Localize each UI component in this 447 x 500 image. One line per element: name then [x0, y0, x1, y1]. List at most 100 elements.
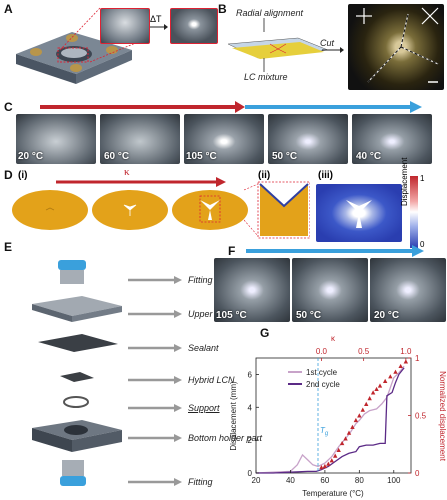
panel-label-a: A	[4, 2, 13, 16]
label-bottom-holder: Bottom holder part	[188, 433, 263, 443]
label-fitting-top: Fitting	[188, 275, 213, 285]
photo-c-1	[16, 114, 96, 164]
normalized-point	[398, 363, 403, 369]
label-sealant: Sealant	[188, 343, 219, 353]
x-tick-label: 20	[252, 476, 261, 485]
x-tick-label: 80	[355, 476, 364, 485]
label-fitting-bottom: Fitting	[188, 477, 213, 487]
y-tick-label: 2	[248, 436, 253, 445]
panel-label-e: E	[4, 240, 13, 254]
normalized-point	[346, 430, 352, 435]
temp-c-4: 50 °C	[272, 151, 298, 162]
normalized-point	[329, 458, 334, 463]
temp-f-1: 105 °C	[216, 310, 247, 321]
x-tick-label: 100	[387, 476, 401, 485]
photo-c-3	[184, 114, 264, 164]
inset-photo-deformed	[170, 8, 218, 44]
simulation-discs	[12, 190, 248, 230]
radial-alignment-label: Radial alignment	[236, 8, 304, 18]
arrow-right-icon	[150, 24, 168, 30]
photo-c-2	[100, 114, 180, 164]
exploded-assembly	[32, 260, 122, 486]
normalized-point	[353, 417, 359, 423]
normalized-point	[403, 359, 409, 364]
panel-label-d: D	[4, 168, 13, 182]
normalized-point	[393, 369, 398, 374]
zoom-lines	[60, 7, 139, 63]
temp-c-1: 20 °C	[18, 151, 44, 162]
y-tick-label: 0	[248, 469, 253, 478]
y2-tick-label: 0	[415, 469, 420, 478]
normalized-point	[364, 401, 369, 406]
y2-tick-label: 0.5	[415, 412, 427, 421]
panel-label-g: G	[260, 326, 270, 340]
normalized-point	[357, 413, 362, 418]
normalized-point	[388, 374, 393, 379]
temp-f-3: 20 °C	[374, 310, 400, 321]
y-axis-label: Displacement (mm)	[229, 381, 238, 451]
legend-label-1: 1st cycle	[306, 368, 338, 377]
sub-label-i: (i)	[18, 170, 28, 181]
cut-label: Cut	[320, 38, 335, 48]
temp-c-2: 60 °C	[104, 151, 130, 162]
y2-axis-label: Normalized displacement	[438, 371, 447, 462]
colorbar-min: 0	[420, 240, 425, 249]
panel-label-c: C	[4, 100, 13, 114]
kappa-arrow	[56, 177, 226, 187]
normalized-point	[343, 436, 348, 441]
sub-label-iii: (iii)	[318, 170, 333, 181]
leader-arrows	[128, 276, 182, 486]
label-support: Support	[188, 403, 220, 413]
normalized-point	[333, 453, 338, 458]
photo-c-5	[352, 114, 432, 164]
normalized-point	[339, 440, 345, 446]
temp-c-3: 105 °C	[186, 151, 217, 162]
normalized-point	[377, 383, 383, 388]
top-tick-label: 0.5	[358, 347, 370, 356]
normalized-point	[360, 407, 365, 412]
photo-f-3	[370, 258, 446, 322]
normalized-point	[322, 463, 328, 469]
top-tick-label: 1.0	[400, 347, 412, 356]
heating-cooling-arrows	[40, 101, 422, 113]
x-tick-label: 60	[320, 476, 329, 485]
sub-label-ii: (ii)	[258, 170, 271, 181]
x-tick-label: 40	[286, 476, 295, 485]
temp-c-5: 40 °C	[356, 151, 382, 162]
y-tick-label: 4	[248, 403, 253, 412]
lc-cell-illustration	[227, 18, 344, 72]
delta-t-label: ΔT	[150, 14, 162, 24]
colorbar-label: Displacement	[400, 157, 409, 206]
panel-label-b: B	[218, 2, 227, 16]
normalized-point	[374, 386, 379, 392]
label-hybrid-lcn: Hybrid LCN	[188, 375, 235, 385]
normalized-point	[370, 390, 376, 395]
photo-f-1	[214, 258, 290, 322]
normalized-point	[350, 424, 355, 429]
normalized-point	[367, 396, 372, 401]
normalized-point	[319, 465, 324, 470]
micrograph-overlay	[356, 7, 439, 83]
top-axis-label: κ	[331, 334, 336, 343]
legend-label-2: 2nd cycle	[306, 380, 340, 389]
photo-f-2	[292, 258, 368, 322]
displacement-tri	[346, 200, 372, 228]
colorbar	[410, 176, 418, 248]
lc-mixture-label: LC mixture	[244, 72, 288, 82]
normalized-point	[326, 461, 331, 466]
y2-tick-label: 1	[415, 354, 420, 363]
normalized-point	[336, 447, 341, 452]
panel-label-f: F	[228, 244, 236, 258]
normalized-point	[382, 378, 388, 383]
top-tick-label: 0.0	[316, 347, 328, 356]
photo-c-4	[268, 114, 348, 164]
y-tick-label: 6	[248, 370, 253, 379]
temp-f-2: 50 °C	[296, 310, 322, 321]
cooling-arrow-f	[246, 245, 424, 257]
series-line-2	[256, 367, 405, 474]
kappa-label: κ	[124, 166, 130, 178]
x-axis-label: Temperature (°C)	[302, 489, 364, 498]
colorbar-max: 1	[420, 174, 425, 183]
inset-photo-flat	[100, 8, 150, 44]
